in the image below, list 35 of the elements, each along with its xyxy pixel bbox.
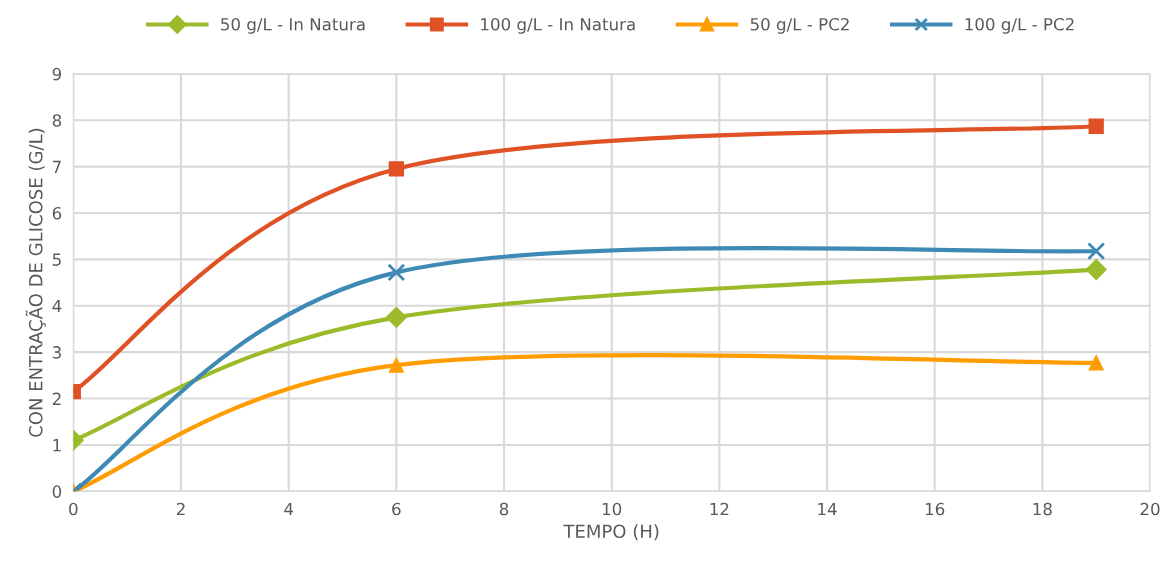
point: [385, 306, 407, 328]
point: [388, 357, 404, 373]
point: [1087, 242, 1106, 261]
point: [1088, 118, 1104, 134]
y-tick-label: 1: [53, 439, 61, 452]
point: [1085, 259, 1107, 281]
y-tick-label: 5: [52, 253, 61, 266]
x-tick-label: 16: [925, 502, 945, 516]
point: [388, 161, 404, 177]
legend-label: 100 g/L - PC2: [965, 17, 1074, 34]
x-tick-label: 0: [69, 502, 78, 516]
legend-label: 50 g/L - In Natura: [221, 17, 365, 34]
x-tick-label: 12: [710, 502, 729, 516]
y-axis-title: CON ENTRAÇÃO DE GLICOSE (G/L): [25, 128, 46, 437]
x-tick-label: 10: [602, 502, 622, 516]
x-axis-title: TEMPO (H): [563, 524, 659, 541]
legend-label: 100 g/L - In Natura: [481, 17, 635, 34]
x-tick-label: 6: [392, 502, 401, 516]
x-tick-label: 14: [818, 502, 837, 516]
y-tick-label: 9: [52, 67, 62, 81]
x-tick-label: 4: [284, 502, 294, 516]
point: [387, 263, 406, 282]
y-tick-label: 8: [52, 114, 62, 127]
y-tick-label: 2: [52, 392, 61, 405]
y-tick-label: 6: [52, 206, 62, 220]
x-tick-label: 18: [1033, 502, 1052, 516]
y-tick-label: 4: [52, 299, 62, 313]
x-tick-label: 8: [499, 502, 509, 516]
x-tick-label: 20: [1140, 502, 1160, 516]
y-tick-label: 3: [52, 346, 61, 359]
y-tick-label: 7: [52, 160, 61, 173]
x-tick-label: 2: [176, 502, 185, 516]
legend-label: 50 g/L - PC2: [750, 17, 849, 34]
y-tick-label: 0: [52, 485, 62, 498]
point: [1088, 355, 1104, 371]
